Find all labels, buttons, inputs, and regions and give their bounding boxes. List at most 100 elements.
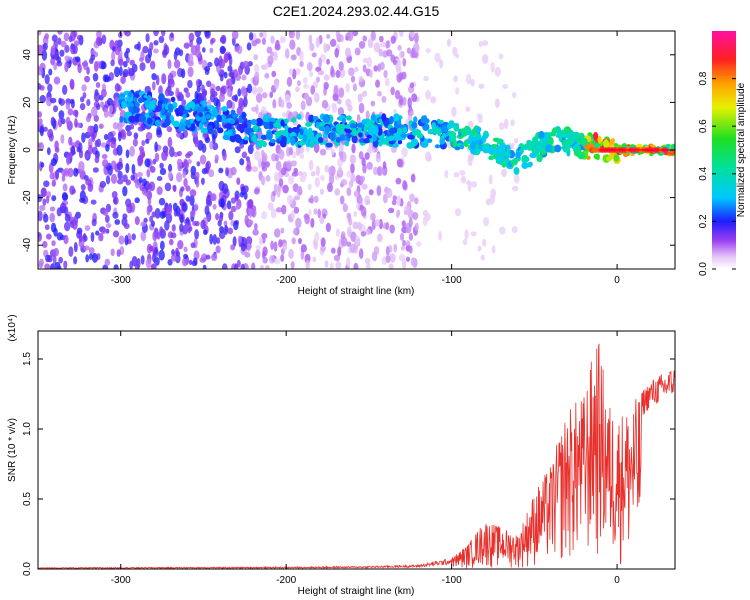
spectrogram-cell <box>50 222 57 233</box>
spectrogram-cell <box>389 116 394 125</box>
spectrogram-cell <box>438 230 442 241</box>
spectrogram-cell <box>287 127 293 134</box>
spectrogram-cell <box>41 49 48 61</box>
spectrogram-cell <box>131 233 136 241</box>
spectrogram-cell <box>51 195 57 202</box>
spectrogram-cell <box>407 134 415 140</box>
spectrogram-cell <box>99 181 107 188</box>
spectrogram-cell <box>264 72 270 79</box>
spectrogram-cell <box>172 202 178 212</box>
spectrogram-cell <box>335 228 340 237</box>
spectrogram-cell <box>101 34 107 45</box>
spectrogram-cell <box>154 208 161 219</box>
spectrogram-cell <box>166 126 173 133</box>
spectrogram-cell <box>134 216 140 226</box>
spectrogram-cell <box>478 83 485 89</box>
spectrogram-cell <box>320 237 326 247</box>
spectrogram-cell <box>105 223 112 229</box>
spectrogram-cell <box>64 55 71 62</box>
spectrogram-cell <box>238 97 244 108</box>
spectrogram-cell <box>100 61 107 70</box>
spectrogram-cell <box>356 221 362 231</box>
colorbar-gradient <box>712 31 736 269</box>
spectrogram-cell <box>53 105 59 113</box>
spectrogram-cell <box>265 174 271 182</box>
spectrogram-cell <box>295 217 302 229</box>
spectrogram-cell <box>38 258 44 267</box>
spectrogram-cell <box>133 132 139 140</box>
spectrogram-cell <box>164 182 172 192</box>
spectrogram-cell <box>416 241 422 247</box>
spectrogram-cell <box>205 199 213 207</box>
spectrogram-cell <box>346 212 352 220</box>
spectrogram-cell <box>174 47 181 56</box>
spectrogram-cell <box>50 45 56 56</box>
spectrogram-cell <box>111 50 116 62</box>
spectrogram-cell <box>95 61 102 69</box>
spectrogram-cell <box>122 186 128 197</box>
spectrogram-cell <box>226 99 233 109</box>
spectrogram-cell <box>279 36 286 44</box>
spectrogram-cell <box>302 127 308 135</box>
spectrogram-cell <box>300 100 306 111</box>
spectrogram-cell <box>119 66 123 77</box>
spectrogram-cell <box>393 113 400 122</box>
spectrogram-cell <box>203 229 208 236</box>
spectrogram-cell <box>228 71 235 78</box>
spectrogram-cell <box>483 216 490 227</box>
spectrogram-cell <box>367 37 374 49</box>
spectrogram-cell <box>101 154 108 160</box>
spectrogram-cell <box>274 131 282 136</box>
y-tick-label: 1.5 <box>22 352 33 366</box>
spectrogram-cell <box>112 122 119 130</box>
spectrogram-cell <box>110 140 117 149</box>
spectrogram-cell <box>373 65 378 72</box>
spectrogram-cell <box>209 233 214 245</box>
spectrogram-cell <box>370 212 376 221</box>
snr-y-label: SNR (10 * v/v) <box>7 418 18 482</box>
spectrogram-cell <box>74 56 81 63</box>
spectrogram-cell <box>437 119 444 124</box>
spectrogram-cell <box>70 145 76 156</box>
spectrogram-cell <box>218 214 223 223</box>
spectrogram-cell <box>183 87 189 93</box>
spectrogram-cell <box>158 249 165 261</box>
spectrogram-cell <box>84 153 89 160</box>
spectrogram-cell <box>311 52 317 58</box>
spectrogram-cell <box>227 65 233 72</box>
spectrogram-cell <box>269 139 277 144</box>
spectrogram-cell <box>302 133 308 143</box>
spectrogram-cell <box>182 224 189 235</box>
spectrogram-cell <box>119 115 124 123</box>
spectrogram-cell <box>156 176 163 182</box>
spectrogram-cell <box>209 47 214 54</box>
spectrogram-cell <box>306 62 313 71</box>
spectrogram-cell <box>219 36 226 44</box>
spectrogram-cell <box>150 263 157 269</box>
spectrogram-cell <box>365 228 371 236</box>
spectrogram-cell <box>247 144 254 155</box>
spectrogram-cell <box>85 115 91 123</box>
spectrogram-cell <box>149 41 154 51</box>
spectrogram-cell <box>350 162 355 174</box>
spectrogram-cell <box>176 132 182 138</box>
spectrogram-cell <box>170 115 175 124</box>
spectrogram-cell <box>61 169 68 176</box>
spectrogram-cell <box>402 239 406 247</box>
spectrogram-cell <box>235 135 242 144</box>
spectrogram-cell <box>153 48 159 54</box>
spectrogram-cell <box>114 219 121 225</box>
spectrogram-cell <box>410 257 416 267</box>
spectrogram-cell <box>122 174 128 183</box>
spectrogram-cell <box>393 108 397 115</box>
spectrogram-cell <box>84 225 91 231</box>
spectrogram-cell <box>187 222 192 234</box>
spectrogram-cell <box>255 244 261 251</box>
spectrogram-cell <box>366 134 372 139</box>
spectrogram-cell <box>287 194 294 205</box>
spectrogram-cell <box>319 188 325 195</box>
spectrogram-cell <box>254 71 260 82</box>
spectrogram-cell <box>386 49 393 57</box>
spectrogram-cell <box>307 130 315 138</box>
spectrogram-cell <box>194 90 199 102</box>
